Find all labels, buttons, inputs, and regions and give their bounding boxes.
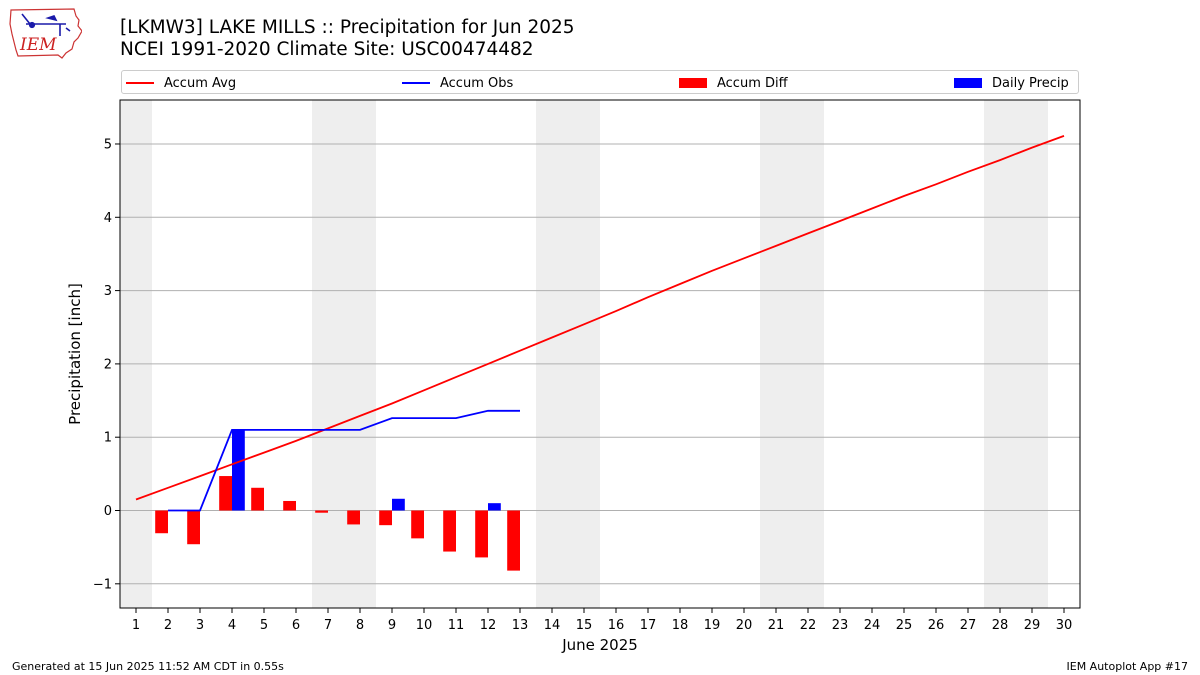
x-axis-ticks: 1 2 3 4 5 6 7 8 9 10 11 12 13 14 15 16 17 18 19 20 21 22 23 24 2… <box>132 608 1072 633</box>
legend-label-daily-precip: Daily Precip <box>992 75 1069 91</box>
x-tick-label-10: 11 <box>448 618 465 633</box>
daily-precip-bar-12 <box>488 503 501 511</box>
x-tick-label-29: 30 <box>1056 618 1073 633</box>
x-tick-label-2: 3 <box>196 618 204 633</box>
chart-title: [LKMW3] LAKE MILLS :: Precipitation for … <box>120 17 575 38</box>
plot-frame <box>119 99 1081 609</box>
y-tick-label-0: −1 <box>93 577 112 592</box>
footer-generated-text: Generated at 15 Jun 2025 11:52 AM CDT in… <box>12 660 284 673</box>
y-axis-label: Precipitation [inch] <box>66 283 84 425</box>
weekend-shading <box>120 100 1048 608</box>
legend-item-accum-diff: Accum Diff <box>679 74 788 92</box>
x-tick-label-14: 15 <box>576 618 593 633</box>
y-axis-ticks: −1 0 1 2 3 4 5 <box>93 137 120 592</box>
logo-text: IEM <box>19 35 57 55</box>
x-tick-label-23: 24 <box>864 618 881 633</box>
x-tick-label-18: 19 <box>704 618 721 633</box>
x-tick-label-27: 28 <box>992 618 1009 633</box>
x-tick-label-0: 1 <box>132 618 140 633</box>
accum-diff-bar-6 <box>283 500 296 511</box>
x-tick-label-24: 25 <box>896 618 913 633</box>
x-tick-label-15: 16 <box>608 618 625 633</box>
x-tick-label-13: 14 <box>544 618 561 633</box>
x-tick-label-19: 20 <box>736 618 753 633</box>
legend-swatch-accum-obs <box>402 82 430 84</box>
series-lines <box>135 135 1065 512</box>
accum-diff-bar-11 <box>443 510 456 552</box>
accum-diff-bar-2 <box>155 510 168 534</box>
x-tick-label-26: 27 <box>960 618 977 633</box>
x-axis-label: June 2025 <box>561 636 638 654</box>
bars <box>155 429 520 571</box>
y-tick-label-5: 4 <box>104 211 112 226</box>
chart-subtitle: NCEI 1991-2020 Climate Site: USC00474482 <box>120 39 534 60</box>
x-tick-label-12: 13 <box>512 618 529 633</box>
weekend-band-2 <box>536 100 600 608</box>
accum-diff-bar-8 <box>347 510 360 525</box>
x-tick-label-7: 8 <box>356 618 364 633</box>
x-tick-label-17: 18 <box>672 618 689 633</box>
x-tick-label-25: 26 <box>928 618 945 633</box>
daily-precip-bar-4 <box>232 429 245 511</box>
legend-item-accum-avg: Accum Avg <box>126 74 236 92</box>
legend-item-accum-obs: Accum Obs <box>402 74 513 92</box>
legend-label-accum-avg: Accum Avg <box>164 75 237 91</box>
x-tick-label-8: 9 <box>388 618 396 633</box>
x-tick-label-16: 17 <box>640 618 657 633</box>
x-tick-label-21: 22 <box>800 618 817 633</box>
x-tick-label-1: 2 <box>164 618 172 633</box>
iem-logo: IEM <box>9 8 82 59</box>
precipitation-chart: 1 2 3 4 5 6 7 8 9 10 11 12 13 14 15 16 17 18 19 20 21 22 23 24 2… <box>66 99 1081 654</box>
accum-diff-bar-4 <box>219 476 232 511</box>
weather-station-icon <box>21 13 71 36</box>
accum-diff-bar-7 <box>315 510 328 513</box>
x-tick-label-28: 29 <box>1024 618 1041 633</box>
legend-item-daily-precip: Daily Precip <box>954 74 1069 92</box>
accum-obs-line <box>168 409 520 512</box>
y-tick-label-4: 3 <box>104 284 112 299</box>
legend-label-accum-diff: Accum Diff <box>717 75 788 91</box>
accum-diff-bar-10 <box>411 510 424 539</box>
daily-precip-bar-9 <box>392 498 405 511</box>
x-tick-label-20: 21 <box>768 618 785 633</box>
accum-avg-line <box>135 135 1065 501</box>
accum-diff-bar-13 <box>507 510 520 571</box>
x-tick-label-4: 5 <box>260 618 268 633</box>
accum-diff-bar-9 <box>379 510 392 526</box>
y-tick-label-6: 5 <box>104 137 112 152</box>
chart-legend: Accum Avg Accum Obs Accum Diff Daily Pre… <box>121 70 1079 94</box>
y-tick-label-1: 0 <box>104 504 112 519</box>
x-tick-label-11: 12 <box>480 618 497 633</box>
weekend-band-4 <box>984 100 1048 608</box>
legend-label-accum-obs: Accum Obs <box>440 75 514 91</box>
x-tick-label-3: 4 <box>228 618 236 633</box>
x-tick-label-6: 7 <box>324 618 332 633</box>
grid-lines <box>120 143 1080 585</box>
legend-swatch-accum-avg <box>126 82 154 84</box>
x-tick-label-9: 10 <box>416 618 433 633</box>
accum-diff-bar-3 <box>187 510 200 545</box>
accum-diff-bar-12 <box>475 510 488 558</box>
legend-swatch-accum-diff <box>679 78 707 88</box>
y-tick-label-3: 2 <box>104 357 112 372</box>
accum-diff-bar-5 <box>251 487 264 511</box>
weekend-band-0 <box>120 100 152 608</box>
footer-app-text: IEM Autoplot App #17 <box>1066 660 1189 673</box>
x-tick-label-22: 23 <box>832 618 849 633</box>
weekend-band-3 <box>760 100 824 608</box>
legend-swatch-daily-precip <box>954 78 982 88</box>
weekend-band-1 <box>312 100 376 608</box>
x-tick-label-5: 6 <box>292 618 300 633</box>
y-tick-label-2: 1 <box>104 431 112 446</box>
